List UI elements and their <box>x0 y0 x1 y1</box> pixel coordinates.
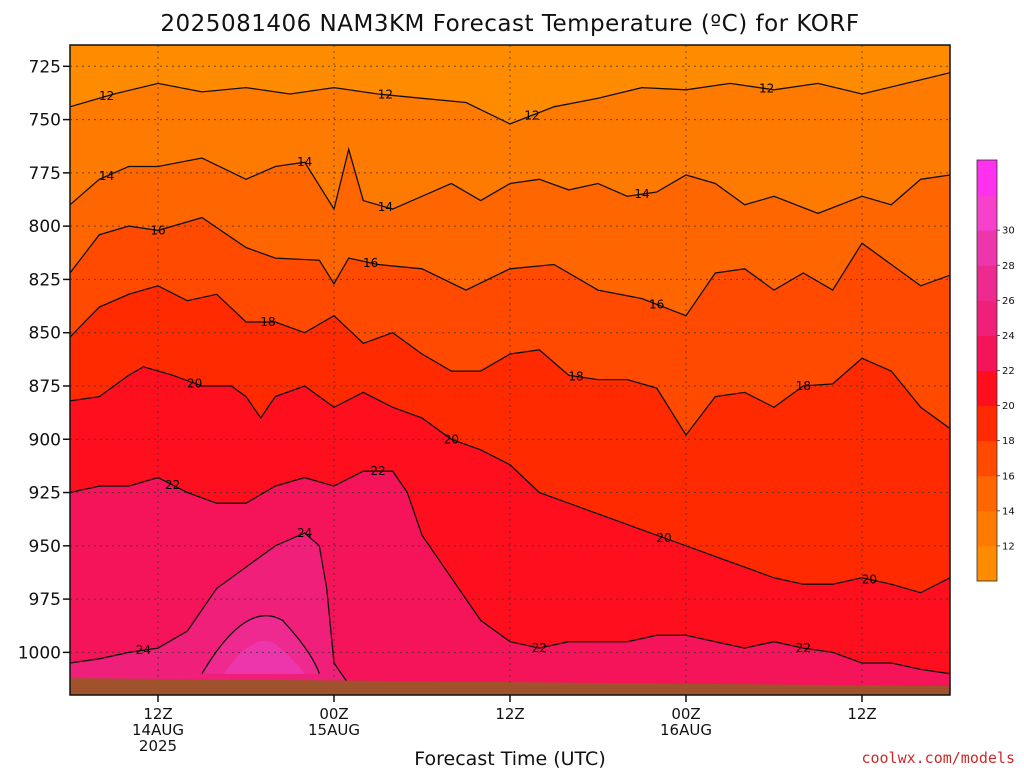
y-tick-label: 775 <box>29 164 61 184</box>
isotherm-label-12: 12 <box>524 108 539 122</box>
isotherm-label-22: 22 <box>532 641 547 655</box>
temperature-fill-layer <box>70 45 950 695</box>
isotherm-14 <box>70 146 950 215</box>
credit-text: coolwx.com/models <box>861 749 1015 767</box>
isotherm-label-14: 14 <box>99 169 114 183</box>
isotherm-label-20: 20 <box>187 376 202 390</box>
y-tick-label: 925 <box>29 484 61 504</box>
isotherm-labels: 12 12 12 12 14 14 14 14 16 16 16 18 18 18 20 20 20 20 22 22… <box>99 82 877 658</box>
isotherm-label-20: 20 <box>656 531 671 545</box>
grid-layer <box>70 45 950 695</box>
y-tick-label: 800 <box>29 217 61 237</box>
isotherm-12 <box>70 72 950 125</box>
colorbar-swatch <box>977 405 997 442</box>
terrain-fill <box>70 678 950 695</box>
isotherm-label-12: 12 <box>99 89 114 103</box>
isotherm-label-22: 22 <box>796 641 811 655</box>
y-tick-label: 725 <box>29 57 61 77</box>
colorbar-swatch <box>977 230 997 266</box>
terrain-layer <box>70 678 950 695</box>
isotherm-26 <box>201 615 320 675</box>
y-axis: 725 750 775 800 825 850 875 900 925 950 975 1000 <box>18 57 70 663</box>
colorbar-tick-label: 14 <box>1002 506 1015 517</box>
isotherm-label-16: 16 <box>363 256 378 270</box>
x-tick-label: 16AUG <box>660 721 712 739</box>
colorbar-tick-label: 30 <box>1002 226 1015 237</box>
chart-title: 2025081406 NAM3KM Forecast Temperature (… <box>160 11 859 37</box>
y-tick-label: 750 <box>29 111 61 131</box>
isotherm-label-22: 22 <box>165 478 180 492</box>
isotherm-label-18: 18 <box>796 379 811 393</box>
isotherm-16 <box>70 216 950 317</box>
isotherm-label-24: 24 <box>297 526 312 540</box>
isotherm-label-16: 16 <box>649 297 664 311</box>
isotherm-label-20: 20 <box>862 572 877 586</box>
colorbar: 12 14 16 18 20 22 24 26 28 30 <box>976 159 1015 582</box>
colorbar-tick-label: 22 <box>1002 366 1015 377</box>
colorbar-tick-label: 12 <box>1002 541 1015 552</box>
colorbar-tick-label: 28 <box>1002 261 1015 272</box>
colorbar-tick-label: 20 <box>1002 401 1015 412</box>
y-tick-label: 975 <box>29 590 61 610</box>
isotherm-label-12: 12 <box>759 82 774 96</box>
x-tick-label: 14AUG <box>132 721 184 739</box>
x-tick-label: 00Z <box>319 705 348 723</box>
colorbar-swatch <box>977 475 997 512</box>
colorbar-swatch <box>977 160 997 196</box>
isotherm-label-12: 12 <box>378 88 393 102</box>
y-tick-label: 900 <box>29 430 61 450</box>
isotherm-label-20: 20 <box>444 432 459 446</box>
isotherm-label-18: 18 <box>568 369 583 383</box>
isotherm-label-24: 24 <box>136 643 151 657</box>
x-tick-label: 00Z <box>671 705 700 723</box>
isotherm-label-14: 14 <box>634 187 649 201</box>
y-tick-label: 950 <box>29 537 61 557</box>
y-tick-label: 1000 <box>18 643 61 663</box>
x-tick-label: 2025 <box>139 737 177 755</box>
x-tick-label: 12Z <box>143 705 172 723</box>
colorbar-swatch <box>977 510 997 547</box>
colorbar-tick-label: 24 <box>1002 331 1015 342</box>
isotherm-22 <box>70 470 950 675</box>
colorbar-swatch <box>977 335 997 371</box>
x-tick-label: 12Z <box>495 705 524 723</box>
isotherm-label-14: 14 <box>378 200 393 214</box>
isotherm-label-22: 22 <box>370 464 385 478</box>
y-tick-label: 825 <box>29 270 61 290</box>
colorbar-swatch <box>977 370 997 407</box>
isotherm-label-14: 14 <box>297 155 312 169</box>
x-tick-label: 12Z <box>847 705 876 723</box>
y-tick-label: 875 <box>29 377 61 397</box>
colorbar-tick-label: 26 <box>1002 296 1015 307</box>
isotherm-label-16: 16 <box>150 223 165 237</box>
colorbar-swatch <box>977 440 997 477</box>
colorbar-swatch <box>977 300 997 336</box>
colorbar-swatch <box>977 545 997 582</box>
isotherm-label-18: 18 <box>260 315 275 329</box>
y-tick-label: 850 <box>29 324 61 344</box>
colorbar-swatch <box>977 195 997 231</box>
isotherm-24 <box>70 532 350 685</box>
colorbar-tick-label: 18 <box>1002 436 1015 447</box>
colorbar-tick-label: 16 <box>1002 471 1015 482</box>
x-axis-label: Forecast Time (UTC) <box>414 748 605 768</box>
band-warm-core-inner <box>224 640 305 674</box>
isotherm-20 <box>70 366 950 594</box>
isotherm-layer <box>70 72 950 685</box>
colorbar-swatch <box>977 265 997 301</box>
isotherm-18 <box>70 285 950 437</box>
x-tick-label: 15AUG <box>308 721 360 739</box>
